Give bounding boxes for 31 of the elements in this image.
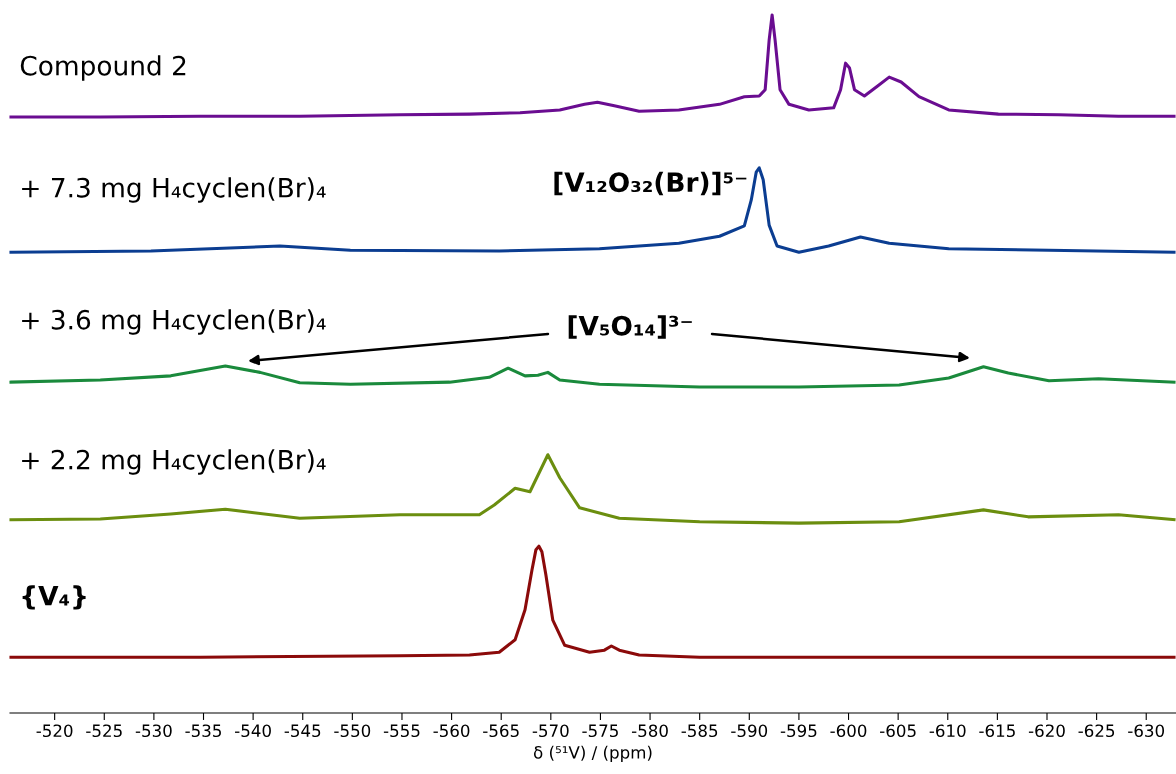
x-tick-label: -520 xyxy=(36,724,73,738)
x-axis-title: δ (⁵¹V) / (ppm) xyxy=(533,745,652,762)
x-tick-label: -555 xyxy=(383,724,420,738)
annotation: [V₅O₁₄]³⁻ xyxy=(568,315,692,339)
x-tick-label: -600 xyxy=(830,724,867,738)
x-tick-label: -605 xyxy=(880,724,916,738)
series-label: + 2.2 mg H₄cyclen(Br)₄ xyxy=(22,449,326,475)
x-tick-label: -620 xyxy=(1028,724,1065,738)
x-tick-label: -565 xyxy=(483,724,519,738)
x-tick-label: -560 xyxy=(433,724,470,738)
x-tick-label: -575 xyxy=(582,724,618,738)
x-tick-label: -590 xyxy=(731,724,768,738)
x-tick-label: -540 xyxy=(235,724,271,738)
series-label: + 7.3 mg H₄cyclen(Br)₄ xyxy=(22,177,326,203)
x-tick-label: -545 xyxy=(284,724,321,738)
x-tick-label: -530 xyxy=(135,724,172,738)
x-tick-label: -595 xyxy=(780,724,817,738)
annotation: [V₁₂O₃₂(Br)]⁵⁻ xyxy=(554,171,747,196)
x-tick-label: -585 xyxy=(681,724,718,738)
series-label: Compound 2 xyxy=(20,55,186,81)
x-tick-label: -580 xyxy=(631,724,668,738)
x-tick-label: -615 xyxy=(979,724,1015,738)
series-label: + 3.6 mg H₄cyclen(Br)₄ xyxy=(22,309,326,335)
x-tick-label: -550 xyxy=(334,724,371,738)
x-tick-label: -610 xyxy=(929,724,966,738)
series-label: {V₄} xyxy=(22,585,86,610)
x-tick-label: -535 xyxy=(185,724,221,738)
x-tick-label: -525 xyxy=(86,724,122,738)
x-tick-label: -625 xyxy=(1078,724,1115,738)
x-tick-label: -570 xyxy=(532,724,569,738)
x-tick-label: -630 xyxy=(1128,724,1165,738)
